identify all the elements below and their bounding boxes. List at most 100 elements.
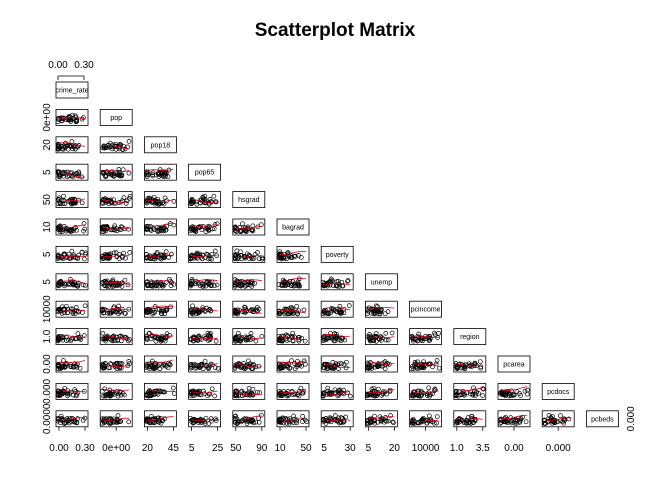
data-point bbox=[276, 309, 282, 315]
smoother-line bbox=[279, 278, 307, 283]
smoother-line bbox=[324, 418, 351, 421]
data-point bbox=[503, 414, 508, 420]
data-point bbox=[415, 419, 420, 425]
scatter-panel-13-7 bbox=[320, 410, 354, 428]
data-point bbox=[325, 336, 330, 341]
data-point bbox=[100, 255, 106, 261]
data-point bbox=[233, 420, 238, 426]
data-point bbox=[121, 195, 127, 200]
data-point bbox=[153, 283, 158, 289]
scatter-panel-3-1 bbox=[55, 136, 89, 154]
smoother-line bbox=[324, 391, 351, 395]
data-point bbox=[188, 362, 194, 368]
data-point bbox=[74, 364, 80, 370]
scatter-panel-12-10 bbox=[453, 382, 487, 400]
scatter-panel-12-4 bbox=[188, 382, 222, 400]
data-point bbox=[81, 221, 87, 226]
data-point bbox=[421, 359, 426, 365]
data-point bbox=[82, 251, 88, 257]
scatter-panel-7-4 bbox=[188, 245, 222, 263]
smoother-line bbox=[58, 255, 86, 258]
scatter-panel-12-9 bbox=[409, 382, 443, 400]
data-point bbox=[127, 361, 132, 366]
data-point bbox=[117, 256, 122, 261]
data-point bbox=[292, 361, 297, 366]
panel-frame bbox=[276, 218, 310, 236]
data-point bbox=[234, 309, 240, 315]
data-point bbox=[79, 249, 85, 255]
data-point bbox=[329, 278, 334, 284]
smoother-line bbox=[235, 415, 262, 421]
data-point bbox=[321, 308, 327, 313]
scatter-panel-9-3 bbox=[143, 300, 177, 318]
data-point bbox=[453, 388, 459, 394]
right-tick-label: 0.000 bbox=[626, 406, 637, 431]
data-point bbox=[323, 337, 329, 343]
data-point bbox=[522, 388, 528, 394]
data-point bbox=[209, 386, 215, 392]
data-point bbox=[123, 255, 128, 261]
data-point bbox=[389, 330, 395, 336]
data-point bbox=[412, 360, 418, 365]
data-point bbox=[372, 310, 378, 315]
data-point bbox=[61, 193, 66, 199]
data-point bbox=[146, 361, 152, 367]
scatter-panel-7-6 bbox=[276, 245, 310, 263]
data-point bbox=[126, 419, 132, 425]
data-point bbox=[77, 365, 83, 371]
smoother-line bbox=[58, 335, 86, 338]
data-point bbox=[144, 224, 149, 229]
data-point bbox=[201, 391, 207, 397]
smoother-line bbox=[368, 416, 395, 419]
data-point bbox=[126, 306, 132, 312]
data-point bbox=[300, 414, 305, 419]
data-point bbox=[113, 146, 119, 152]
variable-label: poverty bbox=[326, 252, 349, 259]
data-point bbox=[296, 308, 302, 314]
smoother-line bbox=[456, 417, 483, 420]
data-point bbox=[82, 303, 88, 309]
data-point bbox=[145, 281, 150, 287]
smoother-line bbox=[58, 416, 86, 421]
data-point bbox=[104, 224, 109, 230]
data-point bbox=[116, 303, 121, 309]
bottom-tick-label: 45 bbox=[168, 443, 180, 454]
scatter-panel-13-3 bbox=[143, 410, 177, 428]
scatter-panel-7-2 bbox=[99, 245, 133, 263]
data-point bbox=[61, 198, 67, 204]
data-point bbox=[284, 282, 290, 287]
data-point bbox=[107, 310, 112, 316]
scatter-panel-12-5 bbox=[232, 382, 266, 400]
panel-frame bbox=[232, 191, 266, 209]
data-point bbox=[378, 418, 384, 424]
data-point bbox=[321, 417, 326, 423]
data-point bbox=[126, 196, 132, 201]
data-point bbox=[455, 364, 460, 370]
data-point bbox=[205, 330, 211, 336]
data-point bbox=[345, 390, 350, 396]
smoother-line bbox=[58, 172, 86, 178]
data-point bbox=[210, 362, 215, 368]
data-point bbox=[73, 225, 78, 230]
smoother-line bbox=[279, 360, 307, 364]
data-point bbox=[65, 337, 71, 343]
data-point bbox=[281, 388, 286, 394]
bottom-tick-label: 0.00 bbox=[504, 443, 524, 454]
variable-label: hsgrad bbox=[238, 197, 260, 204]
data-point bbox=[343, 414, 349, 420]
data-point bbox=[171, 199, 177, 204]
data-point bbox=[145, 224, 151, 229]
data-point bbox=[279, 282, 285, 288]
scatter-panel-12-3 bbox=[143, 382, 177, 400]
data-point bbox=[550, 413, 555, 419]
smoother-line bbox=[103, 227, 130, 230]
smoother-line bbox=[103, 281, 130, 285]
data-point bbox=[423, 417, 429, 423]
data-point bbox=[321, 390, 326, 396]
panel-frame bbox=[143, 136, 177, 154]
data-point bbox=[385, 418, 391, 424]
data-point bbox=[75, 331, 81, 336]
data-point bbox=[242, 366, 247, 372]
data-point bbox=[238, 338, 243, 344]
data-point bbox=[239, 282, 245, 288]
